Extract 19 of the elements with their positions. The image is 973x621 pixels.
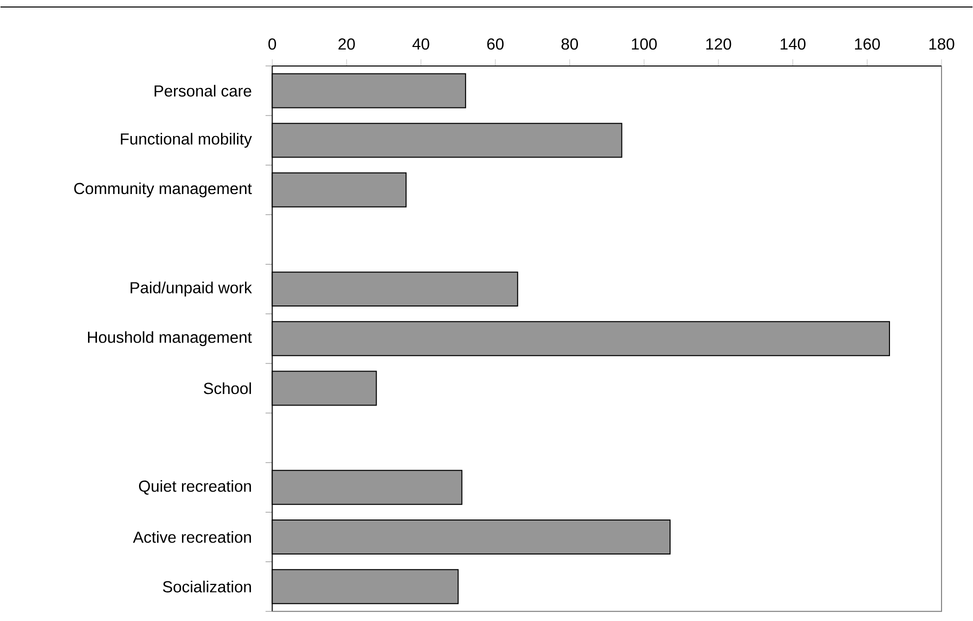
y-tick-label: Community management [74, 182, 252, 198]
x-tick-label: 180 [929, 38, 954, 50]
y-tick-label: Active recreation [132, 530, 251, 543]
y-tick-label: Quiet recreation [139, 480, 251, 495]
y-tick-label: School [204, 382, 251, 394]
x-tick-label: 40 [412, 38, 430, 50]
y-tick-label: Functional mobility [120, 132, 252, 148]
x-tick-label: 20 [338, 38, 355, 50]
x-tick-label: 140 [780, 38, 806, 50]
y-tick-label: Paid/unpaid work [130, 281, 252, 296]
y-tick-label: Socialization [162, 580, 251, 592]
x-tick-label: 0 [268, 38, 276, 50]
y-tick-label: Houshold management [88, 331, 252, 346]
x-tick-label: 160 [855, 38, 880, 50]
x-tick-label: 120 [706, 38, 732, 50]
x-tick-label: 100 [632, 38, 657, 50]
x-tick-label: 80 [561, 38, 578, 50]
x-tick-label: 60 [487, 38, 504, 50]
y-tick-label: Personal care [154, 84, 252, 96]
